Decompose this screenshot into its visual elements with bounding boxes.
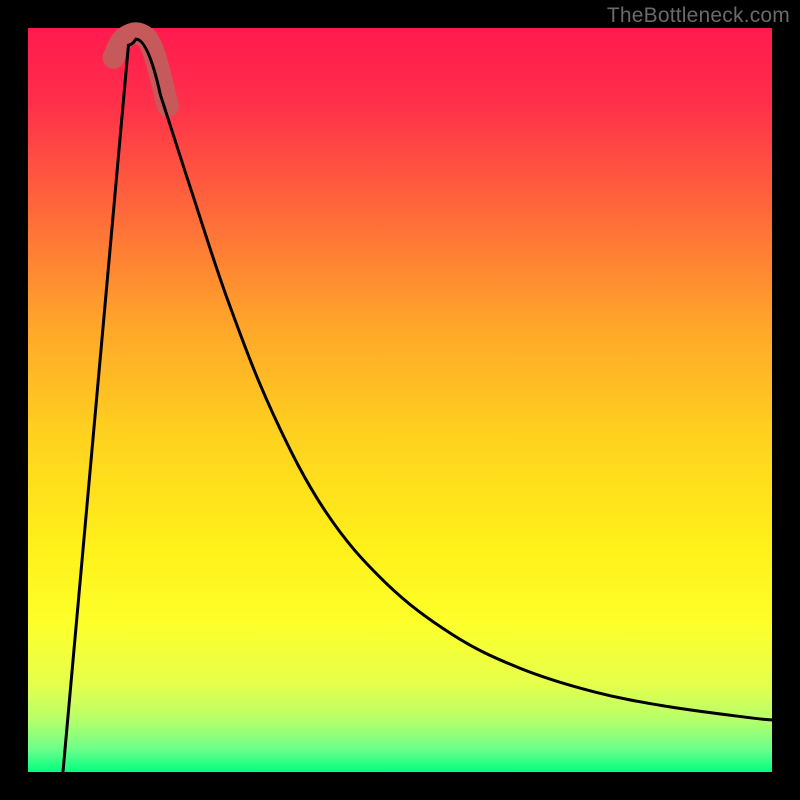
chart-background-gradient: [28, 28, 772, 772]
bottleneck-chart-svg: [0, 0, 800, 800]
watermark-text: TheBottleneck.com: [607, 4, 790, 28]
chart-container: TheBottleneck.com: [0, 0, 800, 800]
